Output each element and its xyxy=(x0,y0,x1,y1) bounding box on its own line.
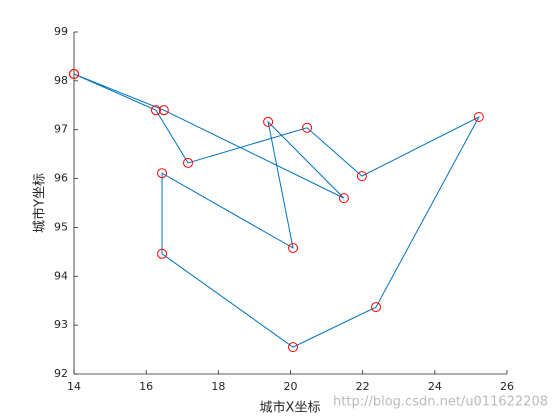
x-tick-label: 20 xyxy=(284,380,298,393)
point-marker xyxy=(158,105,169,116)
x-tick-label: 16 xyxy=(139,380,153,393)
point-marker xyxy=(157,168,168,179)
point-marker xyxy=(288,242,299,253)
x-tick-label: 24 xyxy=(428,380,442,393)
x-tick-label: 26 xyxy=(500,380,514,393)
point-marker xyxy=(69,69,79,80)
y-tick-label: 92 xyxy=(54,367,68,380)
x-tick-label: 22 xyxy=(356,380,370,393)
route-line xyxy=(73,73,481,348)
point-marker xyxy=(183,157,194,168)
y-axis-label: 城市Y坐标 xyxy=(32,173,48,233)
x-tick-label: 18 xyxy=(211,380,225,393)
y-tick-label: 96 xyxy=(54,172,68,185)
point-marker xyxy=(356,171,367,182)
watermark: http://blog.csdn.net/u011622208 xyxy=(333,395,548,410)
y-tick-label: 97 xyxy=(54,123,68,136)
point-marker xyxy=(371,302,382,313)
y-tick-label: 94 xyxy=(54,269,68,282)
y-tick-label: 95 xyxy=(54,220,68,233)
point-marker xyxy=(263,116,274,127)
y-tick-label: 93 xyxy=(54,318,68,331)
point-marker xyxy=(150,105,161,116)
point-marker xyxy=(288,342,299,353)
point-marker xyxy=(338,193,349,204)
x-axis-label: 城市X坐标 xyxy=(260,400,321,416)
point-marker xyxy=(302,122,313,133)
y-tick-label: 99 xyxy=(54,25,68,38)
point-marker xyxy=(157,248,168,259)
y-tick-label: 98 xyxy=(54,74,68,87)
point-marker xyxy=(473,112,484,123)
x-tick-label: 14 xyxy=(67,380,81,393)
